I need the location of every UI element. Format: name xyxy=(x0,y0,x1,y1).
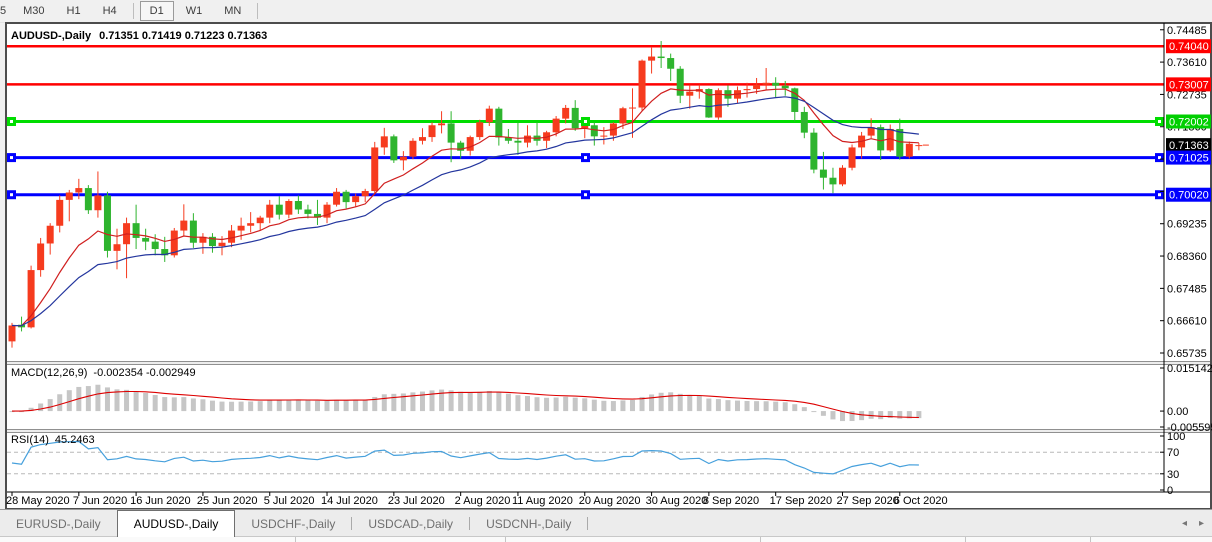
svg-text:8 Sep 2020: 8 Sep 2020 xyxy=(703,495,759,507)
svg-text:2 Aug 2020: 2 Aug 2020 xyxy=(455,495,511,507)
tab-separator xyxy=(587,517,589,530)
chart-symbol-label: AUDUSD-,Daily xyxy=(11,30,92,42)
svg-text:30 Aug 2020: 30 Aug 2020 xyxy=(646,495,708,507)
rsi-name: RSI(14) xyxy=(11,434,49,446)
svg-text:0.68360: 0.68360 xyxy=(1167,251,1207,263)
svg-text:0.65735: 0.65735 xyxy=(1167,348,1207,360)
timeframe-w1-button[interactable]: W1 xyxy=(185,5,203,17)
status-separator xyxy=(1090,537,1091,542)
svg-text:20 Aug 2020: 20 Aug 2020 xyxy=(579,495,641,507)
svg-text:14 Jul 2020: 14 Jul 2020 xyxy=(321,495,378,507)
toolbar-separator xyxy=(132,3,134,19)
rsi-indicator-label: RSI(14) 45.2463 xyxy=(11,434,95,446)
svg-text:16 Jun 2020: 16 Jun 2020 xyxy=(130,495,191,507)
tab-usdcad-daily[interactable]: USDCAD-,Daily xyxy=(368,516,454,531)
timeframe-d1-button[interactable]: D1 xyxy=(139,1,174,21)
tabs-scroll-left-icon[interactable]: ◂ xyxy=(1181,518,1187,529)
svg-text:25 Jun 2020: 25 Jun 2020 xyxy=(197,495,258,507)
chart-tabbar: EURUSD-,Daily AUDUSD-,Daily USDCHF-,Dail… xyxy=(0,509,1212,537)
timeframe-m5-button[interactable]: 5 xyxy=(0,5,7,17)
timeframe-m30-button[interactable]: M30 xyxy=(23,5,45,17)
svg-text:0.66610: 0.66610 xyxy=(1167,316,1207,328)
chart-ohlc-values: 0.71351 0.71419 0.71223 0.71363 xyxy=(99,30,268,42)
tab-separator xyxy=(351,517,353,530)
toolbar-separator xyxy=(257,3,259,19)
macd-panel xyxy=(9,384,922,422)
moving-average-lines xyxy=(11,88,919,327)
svg-text:0.73610: 0.73610 xyxy=(1167,57,1207,69)
svg-text:-0.005595: -0.005595 xyxy=(1167,422,1212,434)
rsi-panel xyxy=(7,440,1164,475)
svg-text:0.74485: 0.74485 xyxy=(1167,25,1207,37)
tab-separator xyxy=(469,517,471,530)
price-chart-canvas[interactable]: 0.744850.736100.727350.718600.709850.701… xyxy=(0,22,1212,510)
svg-text:0.70020: 0.70020 xyxy=(1169,190,1209,202)
status-separator xyxy=(295,537,296,542)
svg-text:0.74040: 0.74040 xyxy=(1169,41,1209,53)
svg-text:11 Aug 2020: 11 Aug 2020 xyxy=(512,495,573,507)
tab-usdcnh-daily[interactable]: USDCNH-,Daily xyxy=(486,516,572,531)
svg-text:0.015142: 0.015142 xyxy=(1167,363,1212,375)
status-separator xyxy=(760,537,761,542)
tabs-scroll-right-icon[interactable]: ▸ xyxy=(1198,518,1204,529)
svg-text:30: 30 xyxy=(1167,469,1179,481)
status-separator xyxy=(965,537,966,542)
macd-indicator-label: MACD(12,26,9) -0.002354 -0.002949 xyxy=(11,367,196,379)
tab-eurusd-daily[interactable]: EURUSD-,Daily xyxy=(16,516,101,531)
rsi-values: 45.2463 xyxy=(54,434,95,446)
date-axis: 28 May 2020 7 Jun 2020 16 Jun 2020 25 Jun 2… xyxy=(6,492,948,507)
svg-text:23 Jul 2020: 23 Jul 2020 xyxy=(388,495,445,507)
timeframe-toolbar: 5 M30 H1 H4 D1 W1 MN xyxy=(0,0,1212,23)
tab-audusd-daily[interactable]: AUDUSD-,Daily xyxy=(116,510,236,537)
svg-text:6 Oct 2020: 6 Oct 2020 xyxy=(894,495,948,507)
macd-values: -0.002354 -0.002949 xyxy=(93,367,196,379)
timeframe-h4-button[interactable]: H4 xyxy=(102,5,117,17)
svg-text:17 Sep 2020: 17 Sep 2020 xyxy=(770,495,832,507)
candlestick-layer xyxy=(8,41,929,348)
svg-text:0.00: 0.00 xyxy=(1167,406,1188,418)
timeframe-mn-button[interactable]: MN xyxy=(224,5,242,17)
svg-text:0.71363: 0.71363 xyxy=(1169,140,1209,152)
svg-text:28 May 2020: 28 May 2020 xyxy=(6,495,70,507)
status-separator xyxy=(505,537,506,542)
chart-title: AUDUSD-,Daily 0.71351 0.71419 0.71223 0.7… xyxy=(11,30,267,42)
timeframe-h1-button[interactable]: H1 xyxy=(66,5,81,17)
hline-handles[interactable] xyxy=(7,116,1164,200)
macd-name: MACD(12,26,9) xyxy=(11,367,88,379)
status-bar xyxy=(0,536,1212,542)
svg-text:70: 70 xyxy=(1167,447,1179,459)
svg-text:0.72002: 0.72002 xyxy=(1169,116,1209,128)
svg-text:0.67485: 0.67485 xyxy=(1167,283,1207,295)
svg-text:7 Jun 2020: 7 Jun 2020 xyxy=(73,495,127,507)
svg-text:0.69235: 0.69235 xyxy=(1167,219,1207,231)
svg-text:27 Sep 2020: 27 Sep 2020 xyxy=(837,495,899,507)
svg-text:5 Jul 2020: 5 Jul 2020 xyxy=(264,495,315,507)
price-axis: 0.744850.736100.727350.718600.709850.701… xyxy=(7,23,1212,497)
svg-text:100: 100 xyxy=(1167,431,1185,443)
svg-text:0.72735: 0.72735 xyxy=(1167,89,1207,101)
svg-text:0.73007: 0.73007 xyxy=(1169,79,1209,91)
svg-text:0.71025: 0.71025 xyxy=(1169,153,1209,165)
svg-text:0: 0 xyxy=(1167,485,1173,497)
tab-usdchf-daily[interactable]: USDCHF-,Daily xyxy=(251,516,336,531)
